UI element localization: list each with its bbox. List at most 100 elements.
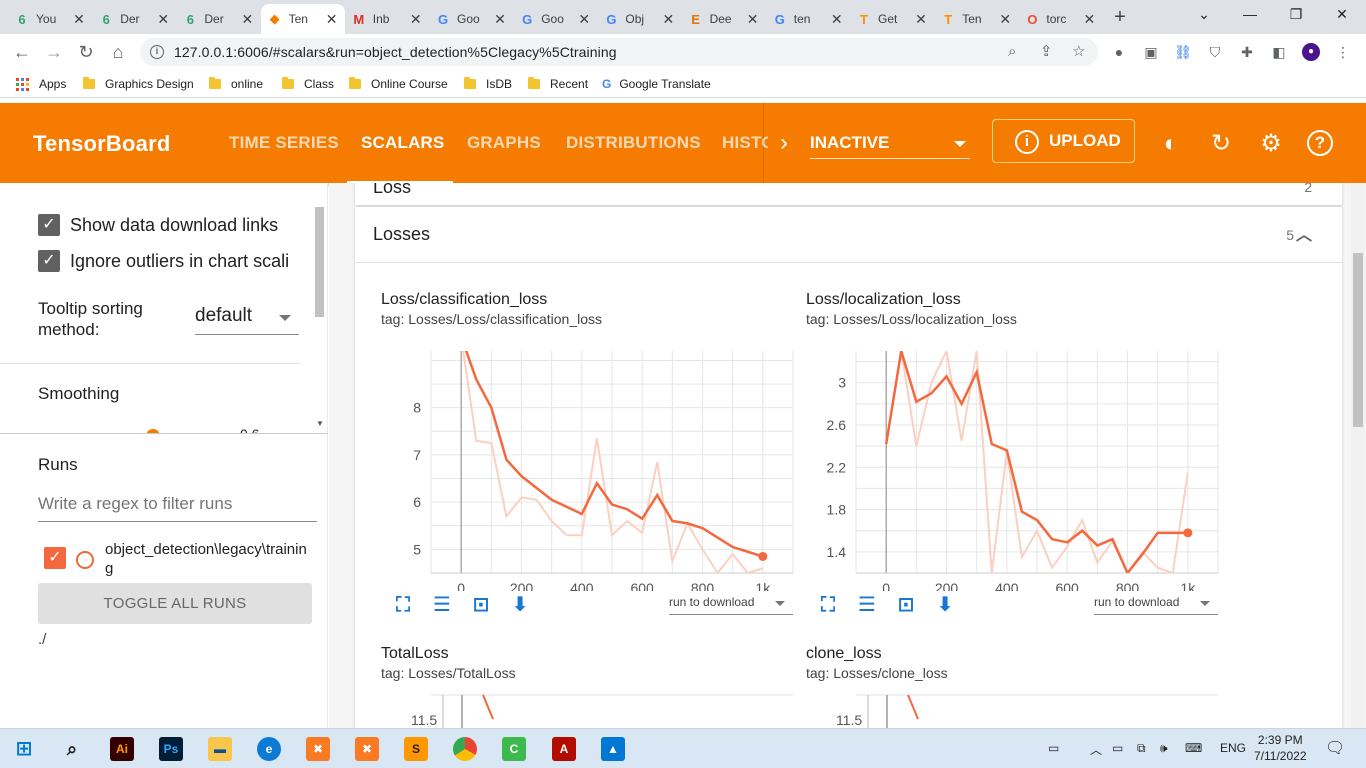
close-tab-icon[interactable]: ✕ (999, 10, 1012, 27)
system-clock[interactable]: 2:39 PM 7/11/2022 (1254, 732, 1307, 764)
back-icon[interactable]: ← (13, 42, 31, 62)
side-panel-icon[interactable]: ◧ (1272, 44, 1286, 60)
browser-tab[interactable]: 6 Der ✕ (176, 4, 260, 34)
group-card-loss[interactable]: Loss 2 (355, 183, 1342, 205)
refresh-icon[interactable]: ↻ (1210, 130, 1232, 157)
minimize-button[interactable]: — (1243, 6, 1257, 22)
close-tab-icon[interactable]: ✕ (494, 10, 506, 27)
restore-button[interactable]: ❐ (1289, 6, 1303, 22)
bookmark-folder[interactable]: Graphics Design (83, 76, 194, 92)
extensions-puzzle-icon[interactable]: ✚ (1241, 44, 1253, 60)
reload-icon[interactable]: ↻ (78, 42, 94, 62)
scrollbar-thumb[interactable] (1353, 253, 1363, 427)
run-color-swatch[interactable] (76, 551, 94, 569)
browser-tab[interactable]: M Inb ✕ (345, 4, 429, 34)
fullscreen-icon[interactable]: ⛶ (821, 594, 835, 616)
bookmark-folder[interactable]: IsDB (464, 76, 512, 92)
home-icon[interactable]: ⌂ (112, 42, 124, 62)
dark-mode-icon[interactable]: ◐ (1163, 130, 1179, 157)
line-chart-partial[interactable]: 11.5 (806, 645, 1226, 728)
edge-icon[interactable]: e (257, 737, 281, 761)
close-tab-icon[interactable]: ✕ (830, 10, 843, 27)
bookmark-star-icon[interactable]: ☆ (1072, 43, 1086, 60)
fullscreen-icon[interactable]: ⛶ (396, 594, 410, 616)
runs-filter-input[interactable]: Write a regex to filter runs (38, 491, 317, 522)
scrollbar-thumb[interactable] (315, 207, 324, 317)
task-view-icon[interactable]: ▭ (1048, 741, 1060, 755)
close-tab-icon[interactable]: ✕ (746, 10, 759, 27)
download-icon[interactable]: ⬇ (511, 594, 529, 616)
shield-extension-icon[interactable]: ⛉ (1209, 44, 1221, 60)
volume-icon[interactable]: 🕪 (1160, 741, 1168, 755)
close-tab-icon[interactable]: ✕ (662, 10, 675, 27)
keyboard-icon[interactable]: ⌨ (1185, 741, 1203, 755)
close-tab-icon[interactable]: ✕ (325, 10, 338, 27)
address-bar[interactable]: i 127.0.0.1:6006/#scalars&run=object_det… (140, 38, 1098, 66)
bookmark-folder[interactable]: Recent (528, 76, 588, 92)
scroll-down-arrow-icon[interactable]: ▼ (316, 419, 324, 428)
tab-graphs[interactable]: GRAPHS (467, 133, 541, 152)
show-download-links-checkbox[interactable]: ✓ (38, 214, 60, 236)
forward-icon[interactable]: → (45, 42, 63, 62)
smoothing-slider-thumb[interactable] (146, 429, 160, 433)
bookmark-google-translate[interactable]: G Google Translate (602, 76, 711, 92)
download-icon[interactable]: ⬇ (936, 594, 954, 616)
bookmark-apps[interactable]: Apps (16, 76, 66, 92)
fit-domain-icon[interactable]: ⊡ (472, 594, 490, 616)
share-icon[interactable]: ⇪ (1040, 43, 1053, 60)
run-to-download-select[interactable]: run to download (669, 593, 793, 615)
browser-tab[interactable]: 6 You ✕ (8, 4, 92, 34)
browser-tab[interactable]: T Ten ✕ (934, 4, 1018, 34)
xampp-icon[interactable]: ✖ (355, 737, 379, 761)
group-header[interactable]: Losses 5 ︿ (355, 207, 1342, 263)
browser-menu-icon[interactable]: ⋮ (1336, 44, 1350, 60)
run-checkbox[interactable]: ✓ (44, 547, 66, 569)
settings-gear-icon[interactable]: ⚙ (1260, 130, 1282, 157)
main-scrollbar[interactable] (1351, 183, 1365, 728)
help-icon[interactable]: ? (1307, 130, 1333, 156)
new-tab-button[interactable]: + (1114, 6, 1126, 28)
zoom-icon[interactable]: ⌕ (1008, 43, 1017, 60)
tab-histograms[interactable]: HISTO (722, 133, 768, 152)
profile-avatar[interactable]: ● (1302, 43, 1320, 61)
acrobat-icon[interactable]: A (552, 737, 576, 761)
tab-distributions[interactable]: DISTRIBUTIONS (566, 133, 701, 152)
browser-tab[interactable]: ◆ Ten ✕ (260, 4, 345, 34)
log-scale-icon[interactable]: ☰ (433, 594, 451, 616)
sublime-text-icon[interactable]: S (404, 737, 428, 761)
close-tab-icon[interactable]: ✕ (157, 10, 170, 27)
close-tab-icon[interactable]: ✕ (73, 10, 85, 27)
site-info-icon[interactable]: i (150, 45, 164, 59)
photoshop-icon[interactable]: Ps (159, 737, 183, 761)
log-scale-icon[interactable]: ☰ (858, 594, 876, 616)
collapse-chevron-icon[interactable]: ︿ (1295, 227, 1312, 244)
toggle-all-runs-button[interactable]: TOGGLE ALL RUNS (38, 583, 312, 624)
close-tab-icon[interactable]: ✕ (241, 10, 254, 27)
notifications-icon[interactable]: 🗨 (1325, 740, 1346, 757)
extension-icon[interactable]: ● (1114, 44, 1124, 60)
close-tab-icon[interactable]: ✕ (409, 10, 422, 27)
network-icon[interactable]: ⧉ (1137, 741, 1146, 755)
plugin-dropdown[interactable]: INACTIVE (810, 123, 970, 159)
tab-time-series[interactable]: TIME SERIES (229, 133, 339, 152)
extension-icon[interactable]: ▣ (1144, 44, 1158, 60)
photos-icon[interactable]: ▲ (601, 737, 625, 761)
xampp-icon[interactable]: ✖ (306, 737, 330, 761)
close-window-button[interactable]: ✕ (1336, 6, 1348, 22)
windows-start-icon[interactable]: ⊞ (15, 738, 33, 760)
camtasia-icon[interactable]: C (502, 737, 526, 761)
bookmark-folder[interactable]: online (209, 76, 263, 92)
close-tab-icon[interactable]: ✕ (578, 10, 591, 27)
chevron-right-icon[interactable]: › (780, 129, 788, 156)
browser-tab[interactable]: G Goo ✕ (513, 4, 597, 34)
upload-button[interactable]: i UPLOAD (992, 119, 1135, 163)
line-chart-partial[interactable]: 11.5 (381, 645, 801, 728)
file-explorer-icon[interactable]: ▬ (208, 737, 232, 761)
sidebar-settings-scrollbar[interactable]: ▼ (314, 205, 326, 428)
ignore-outliers-checkbox[interactable]: ✓ (38, 250, 60, 272)
close-tab-icon[interactable]: ✕ (1083, 10, 1096, 27)
language-indicator[interactable]: ENG (1220, 741, 1247, 755)
browser-tab[interactable]: G Obj ✕ (597, 4, 681, 34)
